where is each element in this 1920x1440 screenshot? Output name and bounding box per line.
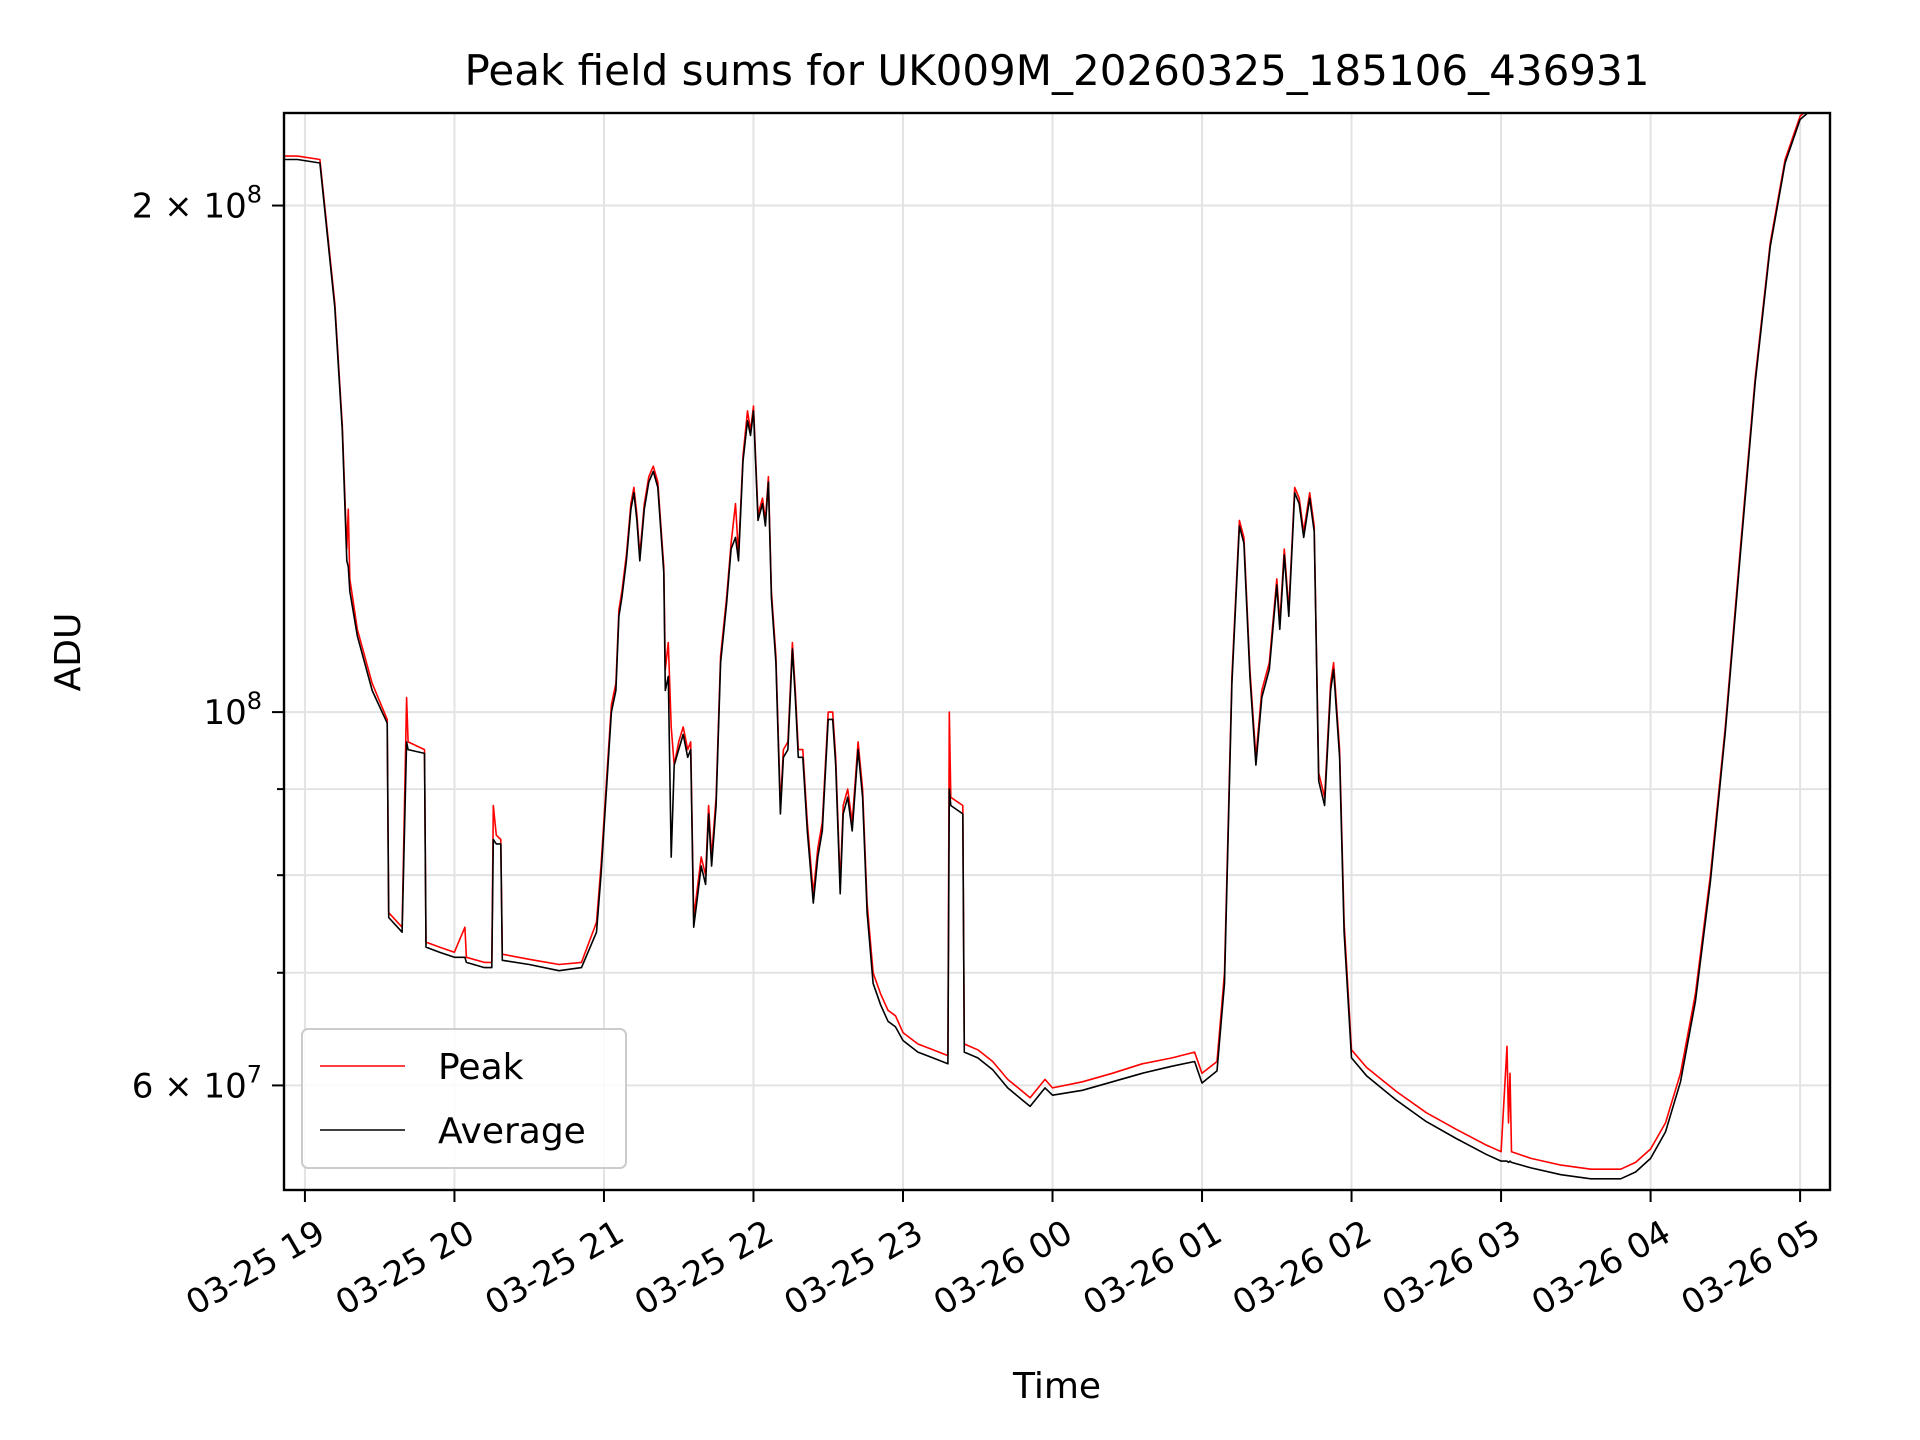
y-axis-label: ADU (48, 613, 89, 692)
legend-label-peak: Peak (438, 1047, 524, 1088)
x-axis-label: Time (1012, 1366, 1101, 1407)
legend[interactable]: Peak Average (301, 1028, 627, 1169)
chart-title: Peak field sums for UK009M_20260325_1851… (465, 46, 1650, 95)
grid (284, 113, 1830, 1190)
plot-area-frame (282, 111, 1832, 1192)
legend-box (301, 1028, 627, 1169)
y-tick-label: 2 × 108 (132, 181, 262, 227)
plot-series (284, 113, 1809, 1180)
y-axis: 6 × 107 108 2 × 108 (132, 181, 284, 1106)
y-tick-label: 108 (203, 687, 262, 733)
legend-label-average: Average (438, 1111, 586, 1152)
y-tick-label: 6 × 107 (132, 1060, 262, 1106)
series-line-average (284, 113, 1809, 1180)
